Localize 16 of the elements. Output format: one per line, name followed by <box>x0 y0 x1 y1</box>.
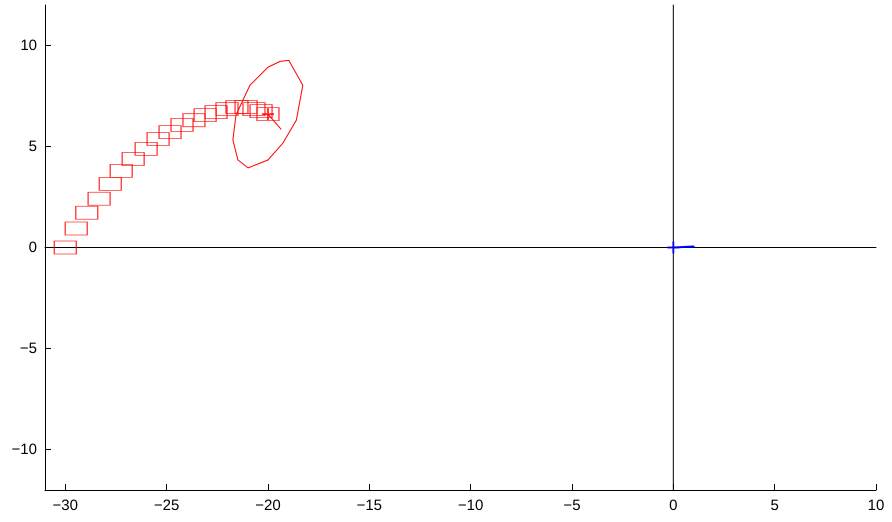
x-tick-label: −10 <box>458 497 484 514</box>
y-tick-label: −5 <box>20 340 37 358</box>
x-tick-label: 10 <box>868 497 884 514</box>
x-tick-label: −15 <box>356 497 382 514</box>
y-tick-label: 10 <box>20 36 37 54</box>
point <box>260 107 275 122</box>
x-tick-label: −30 <box>52 497 78 514</box>
x-tick-label: 0 <box>669 497 678 514</box>
y-tick-label: 0 <box>28 239 37 256</box>
y-tick-label: 5 <box>28 138 37 155</box>
point <box>666 240 680 254</box>
x-tick-label: 5 <box>770 497 779 514</box>
x-tick-label: −25 <box>154 497 180 514</box>
x-tick-label: −5 <box>563 497 581 514</box>
y-tick-label: −10 <box>12 441 37 458</box>
x-tick-label: −20 <box>255 497 281 514</box>
